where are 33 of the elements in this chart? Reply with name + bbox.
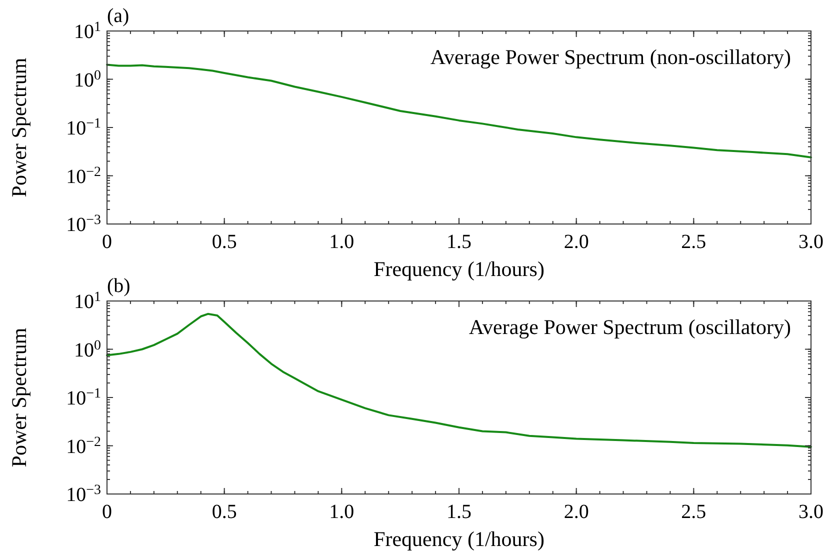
x-tick-label: 1.0 — [329, 501, 354, 523]
x-tick-label: 3.0 — [798, 231, 824, 253]
y-tick-label: 10$^{1}$ — [74, 20, 101, 43]
y-axis-title: Power Spectrum — [7, 328, 31, 468]
x-tick-label: 0.5 — [212, 231, 237, 253]
line-series — [106, 312, 812, 448]
annotation: Average Power Spectrum (non-oscillatory) — [430, 45, 791, 69]
chart-title: (a) — [107, 5, 130, 27]
y-tick-label: 10$^{−1}$ — [66, 386, 101, 410]
y-tick-label: 10$^{0}$ — [74, 68, 101, 92]
x-tick-label: 2.0 — [564, 501, 589, 523]
x-tick-label: 1.0 — [329, 231, 354, 253]
x-tick-label: 0 — [102, 231, 112, 253]
y-axis-title: Power Spectrum — [7, 58, 31, 198]
chart-title: (b) — [107, 275, 130, 297]
annotation: Average Power Spectrum (oscillatory) — [468, 315, 791, 339]
y-tick-label: 10$^{−3}$ — [66, 482, 101, 506]
x-tick-label: 3.0 — [798, 501, 824, 523]
x-tick-label: 1.5 — [446, 501, 472, 523]
y-tick-label: 10$^{−3}$ — [66, 212, 101, 236]
y-tick-label: 10$^{−1}$ — [66, 116, 101, 140]
x-axis-title: Frequency (1/hours) — [374, 257, 544, 281]
x-tick-label: 1.5 — [446, 231, 472, 253]
x-tick-label: 2.0 — [564, 231, 589, 253]
x-tick-label: 2.5 — [681, 501, 706, 523]
y-tick-label: 10$^{0}$ — [74, 338, 101, 362]
x-axis-title: Frequency (1/hours) — [374, 527, 544, 551]
x-tick-label: 0 — [102, 501, 112, 523]
y-tick-label: 10$^{−2}$ — [66, 434, 101, 458]
x-tick-label: 2.5 — [681, 231, 706, 253]
y-tick-label: 10$^{−2}$ — [66, 164, 101, 188]
x-tick-label: 0.5 — [212, 501, 237, 523]
y-tick-label: 10$^{1}$ — [74, 290, 101, 313]
